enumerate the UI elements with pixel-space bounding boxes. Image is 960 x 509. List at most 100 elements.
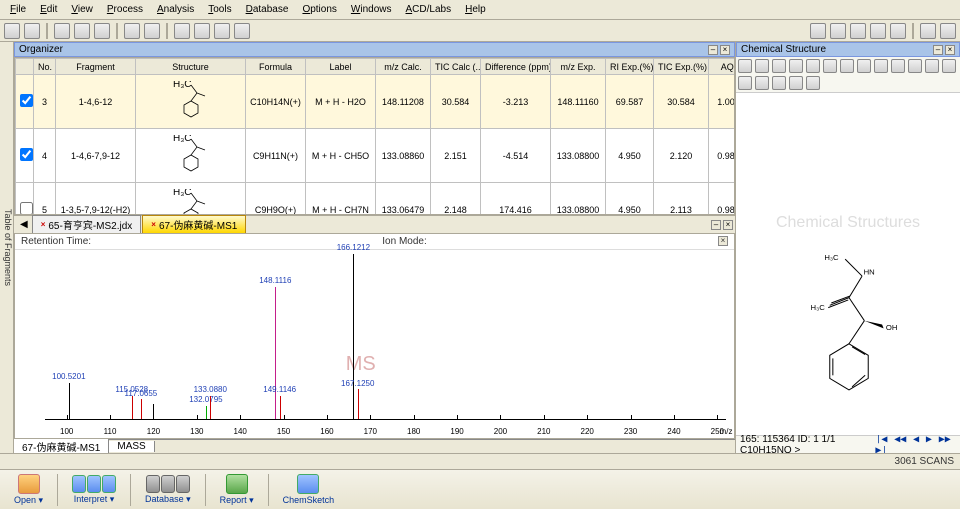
tool-win2-icon[interactable]: [830, 23, 846, 39]
tool-win1-icon[interactable]: [810, 23, 826, 39]
tool-ptr-icon[interactable]: [194, 23, 210, 39]
bond-icon[interactable]: [806, 59, 820, 73]
row-checkbox[interactable]: [20, 148, 33, 161]
tool-a-icon[interactable]: [920, 23, 936, 39]
nav-prev-icon[interactable]: ◀◀: [892, 434, 908, 445]
text-icon[interactable]: [874, 59, 888, 73]
tool-paste-icon[interactable]: [94, 23, 110, 39]
menu-item-cd/labs[interactable]: ACD/Labs: [400, 2, 458, 17]
cell-label: M + H - CH5O: [306, 129, 376, 183]
structure-canvas[interactable]: Chemical Structures: [736, 93, 960, 435]
tool-win4-icon[interactable]: [870, 23, 886, 39]
row-checkbox[interactable]: [20, 202, 33, 215]
col-header[interactable]: AQI: [709, 59, 736, 75]
hash-icon[interactable]: [755, 76, 769, 90]
table-row[interactable]: 51-3,5-7,9-12(-H2)H₃CC9H9O(+)M + H - CH7…: [16, 183, 736, 216]
fragments-table-wrap[interactable]: No.FragmentStructureFormulaLabelm/z Calc…: [14, 57, 735, 215]
save-icon[interactable]: [755, 59, 769, 73]
tool-cut-icon[interactable]: [54, 23, 70, 39]
panel-min-icon[interactable]: –: [708, 45, 718, 55]
chem-close-icon[interactable]: ×: [945, 45, 955, 55]
col-header[interactable]: [16, 59, 34, 75]
nav-last-icon[interactable]: ▶❘: [873, 445, 889, 454]
open-button[interactable]: Open ▾: [6, 472, 51, 508]
menu-item-elp[interactable]: Help: [459, 2, 492, 17]
spectrum-peak: [141, 399, 142, 419]
spectrum-close-icon[interactable]: ×: [718, 236, 728, 246]
tool-win3-icon[interactable]: [850, 23, 866, 39]
charge-icon[interactable]: [738, 76, 752, 90]
tool-save-icon[interactable]: [24, 23, 40, 39]
wedge-icon[interactable]: [772, 76, 786, 90]
nav-back-icon[interactable]: ◀: [911, 434, 921, 445]
copy-icon[interactable]: [772, 59, 786, 73]
atom-icon[interactable]: [823, 59, 837, 73]
col-header[interactable]: Difference (ppm): [481, 59, 551, 75]
tab-67-伪麻黄碱-MS1[interactable]: ×67-伪麻黄碱-MS1: [142, 215, 246, 234]
chem-min-icon[interactable]: –: [933, 45, 943, 55]
tab-close-icon[interactable]: ×: [151, 220, 156, 229]
fragments-tab[interactable]: Table of Fragments: [0, 42, 14, 453]
menu-item-ools[interactable]: Tools: [202, 2, 237, 17]
tool-open-icon[interactable]: [4, 23, 20, 39]
row-checkbox[interactable]: [20, 94, 33, 107]
color-icon[interactable]: [806, 76, 820, 90]
menu-item-dit[interactable]: Edit: [34, 2, 63, 17]
table-row[interactable]: 41-4,6-7,9-12H₃CC9H11N(+)M + H - CH5O133…: [16, 129, 736, 183]
spectrum-plot[interactable]: MS 100.5201115.0528117.0655132.0795133.0…: [15, 250, 734, 438]
database-button[interactable]: Database ▾: [137, 473, 199, 507]
tool-undo-icon[interactable]: [124, 23, 140, 39]
erase-icon[interactable]: [891, 59, 905, 73]
arrow-icon[interactable]: [857, 59, 871, 73]
panel-close-icon[interactable]: ×: [720, 45, 730, 55]
rotate-icon[interactable]: [942, 59, 956, 73]
col-header[interactable]: TIC Exp.(%): [654, 59, 709, 75]
col-header[interactable]: Fragment: [56, 59, 136, 75]
ring-icon[interactable]: [840, 59, 854, 73]
report-button[interactable]: Report ▾: [212, 472, 262, 508]
nav-first-icon[interactable]: ❘◀: [873, 434, 889, 445]
tabs-min-icon[interactable]: –: [711, 220, 721, 230]
tool-copy-icon[interactable]: [74, 23, 90, 39]
tool-b-icon[interactable]: [940, 23, 956, 39]
menu-item-iew[interactable]: View: [65, 2, 99, 17]
tool-redo-icon[interactable]: [144, 23, 160, 39]
tabs-close-icon[interactable]: ×: [723, 220, 733, 230]
menu-item-ptions[interactable]: Options: [296, 2, 342, 17]
tool-win5-icon[interactable]: [890, 23, 906, 39]
interpret-button[interactable]: Interpret ▾: [64, 473, 124, 507]
table-row[interactable]: 31-4,6-12H₃CC10H14N(+)M + H - H2O148.112…: [16, 75, 736, 129]
col-header[interactable]: Formula: [246, 59, 306, 75]
label-icon[interactable]: [789, 76, 803, 90]
structure-info: 165: 115364 ID: 1 1/1 C10H15NO >: [740, 434, 873, 454]
tabs-prev-icon[interactable]: ◀: [16, 219, 32, 230]
nav-fwd-icon[interactable]: ▶: [924, 434, 934, 445]
tool-rect-icon[interactable]: [234, 23, 250, 39]
cell-diff: -3.213: [481, 75, 551, 129]
col-header[interactable]: No.: [34, 59, 56, 75]
col-header[interactable]: m/z Calc.: [376, 59, 431, 75]
bottom-tab[interactable]: MASS: [109, 441, 154, 452]
menu-item-ile[interactable]: File: [4, 2, 32, 17]
zoom-icon[interactable]: [908, 59, 922, 73]
col-header[interactable]: Structure: [136, 59, 246, 75]
menu-item-rocess[interactable]: Process: [101, 2, 149, 17]
tool-hand-icon[interactable]: [214, 23, 230, 39]
paste-icon[interactable]: [789, 59, 803, 73]
menu-item-nalysis[interactable]: Analysis: [151, 2, 200, 17]
table-body: 31-4,6-12H₃CC10H14N(+)M + H - H2O148.112…: [16, 75, 736, 216]
col-header[interactable]: Label: [306, 59, 376, 75]
nav-next-icon[interactable]: ▶▶: [937, 434, 953, 445]
tab-65-育亨宾-MS2.jdx[interactable]: ×65-育亨宾-MS2.jdx: [32, 215, 142, 234]
move-icon[interactable]: [925, 59, 939, 73]
col-header[interactable]: RI Exp.(%): [606, 59, 654, 75]
menu-item-atabase[interactable]: Database: [240, 2, 295, 17]
menu-item-indows[interactable]: Windows: [345, 2, 398, 17]
tool-zoom-icon[interactable]: [174, 23, 190, 39]
col-header[interactable]: m/z Exp.: [551, 59, 606, 75]
col-header[interactable]: TIC Calc (...: [431, 59, 481, 75]
bottom-tab[interactable]: 67-伪麻黄碱-MS1: [14, 439, 109, 453]
open-icon[interactable]: [738, 59, 752, 73]
tab-close-icon[interactable]: ×: [41, 220, 46, 229]
chemsketch-button[interactable]: ChemSketch: [275, 472, 343, 507]
